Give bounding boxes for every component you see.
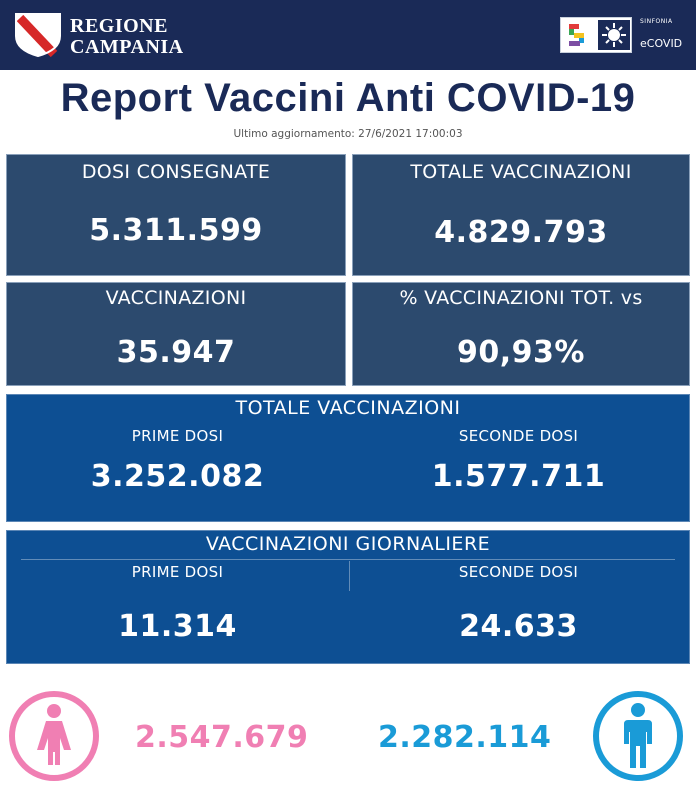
heading-divider <box>21 559 675 560</box>
header-bar: REGIONE CAMPANIA <box>0 0 696 70</box>
sinfonia-label: SINFONIA <box>640 18 673 25</box>
totale-vaccinazioni-heading: TOTALE VACCINAZIONI <box>235 397 461 419</box>
totale-vaccinazioni-value: 4.829.793 <box>434 215 608 250</box>
giornaliere-prime-dosi-label: PRIME DOSI <box>131 563 224 581</box>
brand-name: REGIONE CAMPANIA <box>70 16 184 58</box>
totale-seconde-dosi-label: SECONDE DOSI <box>458 427 579 445</box>
vaccinazioni-giornaliere-heading: VACCINAZIONI GIORNALIERE <box>205 533 491 555</box>
brand-line-2: CAMPANIA <box>70 36 184 58</box>
male-vaccinated-value: 2.282.114 <box>378 720 552 755</box>
female-vaccinated-value: 2.547.679 <box>135 720 309 755</box>
ecovid-label: eCOVID <box>640 37 683 50</box>
regione-campania-logo-icon <box>14 10 62 58</box>
totale-prime-dosi-value: 3.252.082 <box>90 459 265 494</box>
percentuale-vaccinazioni-label: % VACCINAZIONI TOT. vs <box>399 287 643 309</box>
male-person-icon <box>592 690 684 782</box>
totale-vaccinazioni-panel: TOTALE VACCINAZIONI 4.829.793 <box>352 154 690 276</box>
giornaliere-prime-dosi-value: 11.314 <box>118 609 237 644</box>
dosi-consegnate-label: DOSI CONSEGNATE <box>81 161 271 183</box>
column-divider <box>349 561 350 591</box>
page-title: Report Vaccini Anti COVID-19 <box>60 76 636 120</box>
female-person-icon <box>8 690 100 782</box>
giornaliere-seconde-dosi-label: SECONDE DOSI <box>458 563 579 581</box>
giornaliere-seconde-dosi-value: 24.633 <box>459 609 578 644</box>
virus-icon <box>598 20 630 50</box>
vaccinazioni-giornaliere-panel: VACCINAZIONI GIORNALIERE PRIME DOSI SECO… <box>6 530 690 664</box>
sinfonia-s-icon <box>563 20 595 50</box>
vaccinazioni-label: VACCINAZIONI <box>105 287 247 309</box>
totale-vaccinazioni-dosi-panel: TOTALE VACCINAZIONI PRIME DOSI SECONDE D… <box>6 394 690 522</box>
brand-line-1: REGIONE <box>70 15 168 37</box>
vaccinazioni-value: 35.947 <box>116 335 236 370</box>
vaccinazioni-panel: VACCINAZIONI 35.947 <box>6 282 346 386</box>
sinfonia-logo <box>560 17 632 53</box>
dosi-consegnate-value: 5.311.599 <box>89 213 263 248</box>
totale-prime-dosi-label: PRIME DOSI <box>131 427 224 445</box>
percentuale-vaccinazioni-value: 90,93% <box>457 335 585 370</box>
totale-vaccinazioni-label: TOTALE VACCINAZIONI <box>410 161 632 183</box>
last-update-text: Ultimo aggiornamento: 27/6/2021 17:00:03 <box>233 128 463 140</box>
totale-seconde-dosi-value: 1.577.711 <box>431 459 606 494</box>
dosi-consegnate-panel: DOSI CONSEGNATE 5.311.599 <box>6 154 346 276</box>
percentuale-vaccinazioni-panel: % VACCINAZIONI TOT. vs 90,93% <box>352 282 690 386</box>
